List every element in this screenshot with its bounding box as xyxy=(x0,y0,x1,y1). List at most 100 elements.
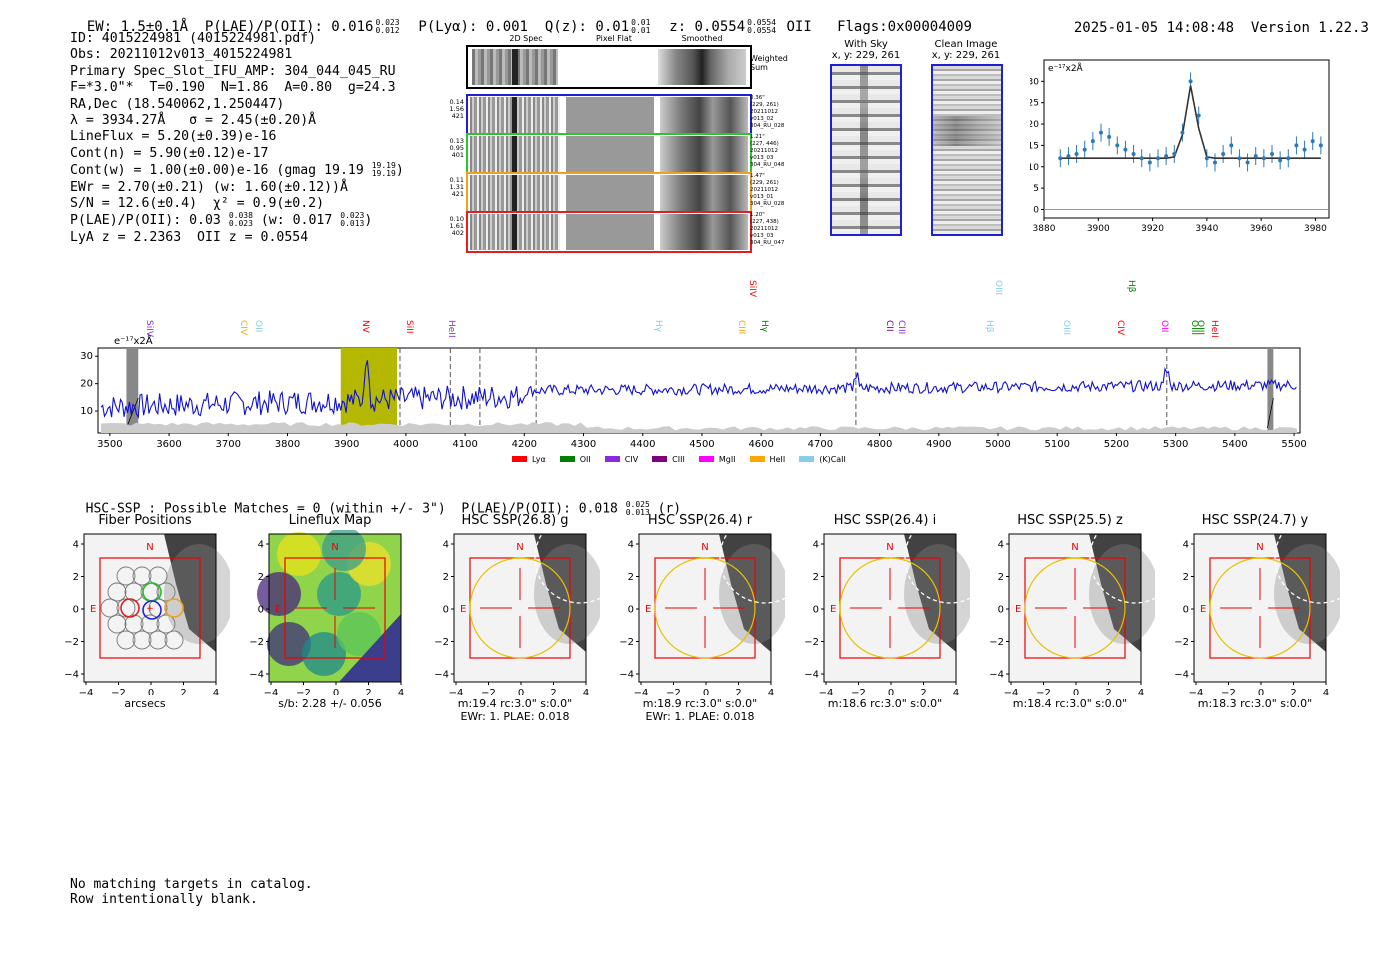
spectrum-xtick-label: 4400 xyxy=(630,439,655,450)
xtick-label: 2 xyxy=(180,688,186,695)
fiber-weight-value: 0.10 xyxy=(449,215,464,223)
spectral-line-label: Hγ xyxy=(652,320,663,333)
fiber-weight-value: 1.61 xyxy=(449,222,464,230)
footer-line2: Row intentionally blank. xyxy=(70,892,258,907)
plae-w-end: ) xyxy=(364,213,373,229)
zoom-xtick-label: 3900 xyxy=(1087,224,1110,232)
spectrum-noise xyxy=(100,422,1298,433)
xtick-label: 0 xyxy=(1073,688,1079,695)
xtick-label: −2 xyxy=(111,688,126,695)
zoom-xtick-label: 3920 xyxy=(1141,224,1164,232)
bright-source xyxy=(719,534,771,652)
bright-source xyxy=(1089,534,1141,652)
fiber-meta-line: 304_RU_047 xyxy=(750,240,785,246)
xtick-label: 2 xyxy=(920,688,926,695)
zoom-ytick-label: 10 xyxy=(1030,163,1039,173)
spectral-line-label: OII xyxy=(1159,320,1169,333)
ytick-label: 4 xyxy=(628,540,634,551)
info-lyaz: LyA z = 2.2363 OII z = 0.0554 xyxy=(70,229,309,245)
xtick-label: 4 xyxy=(1323,688,1329,695)
spectral-line-label: Hγ xyxy=(759,320,770,333)
contw-sup: 19.19 xyxy=(371,161,396,171)
fiber-meta-line: (227, 438) xyxy=(750,219,779,225)
zoom-ytick-label: 30 xyxy=(1030,77,1039,87)
fiber-circle xyxy=(100,598,120,618)
fiber-emission xyxy=(512,214,517,250)
hsc-summary-text: HSC-SSP : Possible Matches = 0 (within +… xyxy=(85,501,618,517)
zoom-point xyxy=(1058,156,1063,161)
lineflux-blob xyxy=(337,612,381,656)
spectral-line-label: HeII xyxy=(445,320,456,338)
legend-label: (K)CaII xyxy=(819,454,846,464)
fiber-weight-value: 1.56 xyxy=(449,105,464,113)
zoom-ytick-label: 20 xyxy=(1030,120,1039,130)
ytick-label: 0 xyxy=(1183,605,1189,616)
ytick-label: 2 xyxy=(998,572,1004,583)
ytick-label: 2 xyxy=(258,572,264,583)
cutout-panel: N E 4 2 0 −2 −4−4 −2 0 2 4 xyxy=(1174,530,1340,695)
spectral-line-label: CIII xyxy=(895,320,906,335)
plae-sub: 0.012 xyxy=(375,26,400,35)
aperture-circle xyxy=(839,557,941,659)
weighted-sum-row xyxy=(466,45,752,89)
info-sn: S/N = 12.6(±0.4) χ² = 0.9(±0.2) xyxy=(70,196,325,212)
panel-caption: m:18.3 rc:3.0" s:0.0" xyxy=(1197,697,1313,710)
fiber-meta-line: 20211012 xyxy=(750,187,778,193)
xtick-label: −2 xyxy=(481,688,496,695)
fiber-circle xyxy=(107,614,127,634)
zoom-point xyxy=(1196,113,1201,118)
fiber-smoothed xyxy=(660,175,748,211)
info-radec: RA,Dec (18.540062,1.250447) xyxy=(70,96,285,112)
east-label: E xyxy=(645,604,651,615)
xtick-label: 0 xyxy=(703,688,709,695)
ytick-label: −2 xyxy=(1174,637,1189,648)
zoom-point xyxy=(1090,139,1095,144)
zoom-point xyxy=(1123,147,1128,152)
legend-label: MgII xyxy=(718,454,736,464)
xtick-label: 2 xyxy=(365,688,371,695)
flags-value: Flags:0x00004009 xyxy=(837,19,972,35)
spectral-line-label: OIII xyxy=(1194,320,1205,336)
fiber-weight-value: 421 xyxy=(451,190,464,198)
hsc-summary-sub: 0.013 xyxy=(625,508,650,517)
legend-item: HeII xyxy=(749,455,785,464)
zoom-line-chart: e⁻¹⁷x2Å 0 5 10 15 20 25 30 3880 3900 3920 3940 396… xyxy=(1030,59,1330,232)
ew-value: EW: 1.5±0.1Å xyxy=(86,19,189,35)
z-sup: 0.0554 xyxy=(747,18,777,27)
spectrum-xtick-label: 3500 xyxy=(97,439,122,450)
detection-info: ID: 4015224981 (4015224981.pdf) Obs: 202… xyxy=(70,31,404,246)
contw-sub: 19.19 xyxy=(371,169,396,179)
plae-w-sub: 0.013 xyxy=(340,219,365,229)
fiber-circle xyxy=(156,614,176,634)
fiber-circle xyxy=(116,598,136,618)
version: Version 1.22.3 xyxy=(1250,20,1369,36)
zoom-xtick-label: 3980 xyxy=(1304,224,1327,232)
fiber-meta-line: 1.47" xyxy=(750,173,765,179)
ytick-label: 0 xyxy=(443,605,449,616)
panel-caption: m:19.4 rc:3.0" s:0.0" xyxy=(457,697,573,710)
clean-band xyxy=(933,116,1001,146)
spectral-line-label: CIV xyxy=(238,320,249,336)
panel-title: HSC SSP(24.7) y xyxy=(1201,513,1309,528)
panel-caption2: EWr: 1. PLAE: 0.018 xyxy=(645,710,755,723)
info-contw: Cont(w) = 1.00(±0.00)e-16 (gmag 19.19 19… xyxy=(70,162,404,179)
fiber-pixel-flat xyxy=(566,175,654,211)
zoom-xtick-label: 3960 xyxy=(1250,224,1273,232)
zoom-point xyxy=(1245,160,1250,165)
legend-item: Lyα xyxy=(512,455,546,464)
fiber-weight-value: 0.13 xyxy=(449,137,464,145)
fiber-meta-line: 304_RU_028 xyxy=(750,123,785,129)
ytick-label: −4 xyxy=(1174,670,1189,681)
zoom-point xyxy=(1099,130,1103,135)
zoom-frame xyxy=(1043,59,1330,219)
panel-caption2: EWr: 1. PLAE: 0.018 xyxy=(460,710,570,723)
neighbor-circle xyxy=(534,530,600,604)
spectrum-xtick-label: 4600 xyxy=(748,439,773,450)
spectrum-xtick-label: 4900 xyxy=(926,439,951,450)
panel-title: HSC SSP(26.4) i xyxy=(833,513,937,528)
neighbor-circle xyxy=(1274,530,1340,604)
weighted-sum-label: Weighted Sum xyxy=(750,54,788,72)
info-obs: Obs: 20211012v013_4015224981 xyxy=(70,47,293,63)
spectrum-ytick-label: 20 xyxy=(80,379,93,390)
ytick-label: 4 xyxy=(1183,540,1189,551)
